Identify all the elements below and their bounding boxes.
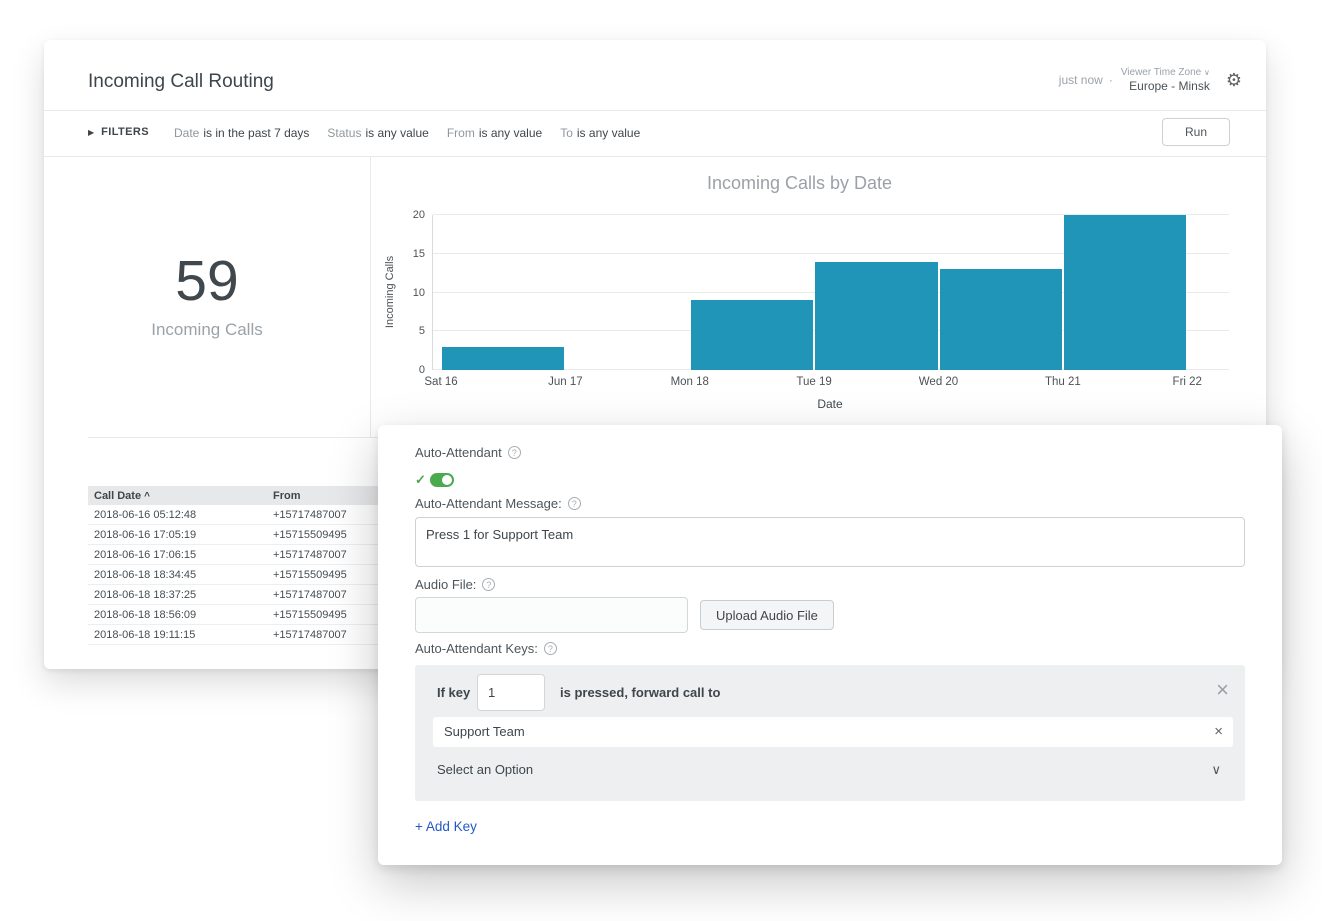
- chart-xaxis: Sat 16 Jun 17 Mon 18 Tue 19 Wed 20 Thu 21 Fri …: [424, 376, 1228, 392]
- key-row-suffix: is pressed, forward call to: [560, 685, 721, 700]
- help-icon[interactable]: ?: [482, 578, 496, 591]
- remove-key-icon[interactable]: ×: [1216, 677, 1229, 702]
- x-tick-label: Thu 21: [1044, 376, 1081, 388]
- key-row-prefix: If key: [437, 685, 471, 700]
- audio-file-input[interactable]: [415, 597, 688, 633]
- filter-field: Status: [327, 126, 362, 140]
- message-label: Auto-Attendant Message:: [415, 496, 562, 511]
- auto-attendant-panel: Auto-Attendant ? ✓ Auto-Attendant Messag…: [378, 425, 1282, 865]
- dropdown-placeholder: Select an Option: [437, 762, 534, 777]
- forward-target-dropdown[interactable]: Select an Option ∨: [433, 755, 1233, 785]
- timezone-value: Europe - Minsk: [1129, 79, 1210, 93]
- x-tick-label: Fri 22: [1172, 376, 1202, 388]
- clear-target-icon[interactable]: ×: [1214, 723, 1223, 740]
- y-tick-label: 20: [412, 209, 425, 221]
- x-tick-label: Sat 16: [424, 376, 458, 388]
- filter-item[interactable]: Date is in the past 7 days: [174, 126, 309, 140]
- kpi-label: Incoming Calls: [151, 320, 263, 339]
- toggle-knob: [441, 475, 452, 485]
- y-tick-label: 15: [412, 247, 425, 260]
- gridline: [433, 214, 1229, 215]
- filter-summary: Date is in the past 7 days Status is any va…: [174, 126, 640, 140]
- last-updated: just now: [1058, 73, 1103, 87]
- timezone-selector[interactable]: Viewer Time Zone ∨ Europe - Minsk: [1121, 67, 1210, 93]
- chart-bar-2[interactable]: [690, 300, 814, 370]
- timezone-label: Viewer Time Zone: [1120, 67, 1202, 78]
- y-tick-label: 0: [418, 364, 425, 376]
- filters-label: FILTERS: [101, 126, 149, 138]
- header-divider: [44, 110, 1266, 111]
- filter-item[interactable]: From is any value: [447, 126, 542, 140]
- filter-field: To: [560, 126, 573, 140]
- kpi-tile: 59 Incoming Calls: [44, 157, 371, 437]
- x-tick-label: Mon 18: [670, 376, 709, 388]
- forward-target-chip[interactable]: Support Team ×: [433, 717, 1233, 747]
- filter-item[interactable]: Status is any value: [327, 126, 428, 140]
- column-header[interactable]: Call Date ^: [88, 486, 267, 505]
- filter-item[interactable]: To is any value: [560, 126, 640, 140]
- chart-x-axis-label: Date: [817, 397, 843, 411]
- auto-attendant-label: Auto-Attendant: [415, 445, 502, 460]
- filter-field: From: [446, 126, 475, 140]
- filters-expand-icon: ▶: [88, 127, 95, 137]
- filter-condition: is any value: [576, 126, 641, 140]
- add-key-link[interactable]: + Add Key: [415, 819, 477, 834]
- keys-label: Auto-Attendant Keys:: [415, 641, 538, 656]
- audio-file-label: Audio File:: [415, 577, 477, 592]
- chart-bar-5[interactable]: [1063, 215, 1187, 370]
- page-title: Incoming Call Routing: [88, 71, 274, 92]
- filters-toggle[interactable]: ▶ FILTERS: [88, 126, 149, 138]
- chart-bar-4[interactable]: [939, 269, 1062, 370]
- settings-gear-icon[interactable]: ⚙: [1225, 70, 1242, 90]
- chart-bar-3[interactable]: [815, 261, 938, 370]
- help-icon[interactable]: ?: [507, 446, 521, 459]
- chart-bar-0[interactable]: [442, 346, 565, 370]
- x-tick-label: Tue 19: [796, 376, 832, 388]
- header-meta: just now · Viewer Time Zone ∨ Europe - M…: [1059, 67, 1242, 93]
- filters-divider: [44, 156, 1266, 157]
- chart-y-axis-label: Incoming Calls: [384, 255, 396, 329]
- chevron-down-icon: ∨: [1211, 762, 1221, 777]
- filter-condition: is any value: [478, 126, 543, 140]
- key-number-input[interactable]: [477, 674, 545, 711]
- kpi-value: 59: [175, 249, 239, 313]
- chevron-down-icon: ∨: [1204, 68, 1210, 77]
- x-tick-label: Jun 17: [548, 376, 583, 388]
- help-icon[interactable]: ?: [543, 642, 557, 655]
- filters-bar: ▶ FILTERS Date is in the past 7 days Statu…: [44, 110, 1266, 156]
- chart-title: Incoming Calls by Date: [706, 173, 893, 193]
- filter-condition: is in the past 7 days: [203, 126, 310, 140]
- upload-audio-button[interactable]: Upload Audio File: [700, 600, 834, 630]
- chart-plot: 0 5 10 15 20: [413, 209, 1229, 376]
- y-tick-label: 5: [418, 325, 425, 338]
- y-tick-label: 10: [412, 286, 425, 299]
- auto-attendant-toggle[interactable]: ✓: [415, 472, 454, 488]
- check-icon: ✓: [415, 472, 426, 487]
- forward-target-value: Support Team: [444, 724, 525, 739]
- toggle-pill: [429, 473, 454, 487]
- gridline: [433, 252, 1229, 254]
- key-config-panel: If key is pressed, forward call to × Sup…: [415, 665, 1245, 801]
- separator-dot: ·: [1108, 73, 1113, 87]
- filter-condition: is any value: [365, 126, 429, 140]
- sort-asc-icon: ^: [144, 490, 150, 502]
- x-tick-label: Wed 20: [918, 376, 959, 388]
- chart-tile: Incoming Calls by Date Incoming Calls 0 5…: [371, 157, 1266, 469]
- help-icon[interactable]: ?: [567, 497, 581, 510]
- filter-field: Date: [174, 126, 200, 140]
- message-input[interactable]: Press 1 for Support Team: [415, 517, 1245, 567]
- run-button[interactable]: Run: [1162, 118, 1230, 146]
